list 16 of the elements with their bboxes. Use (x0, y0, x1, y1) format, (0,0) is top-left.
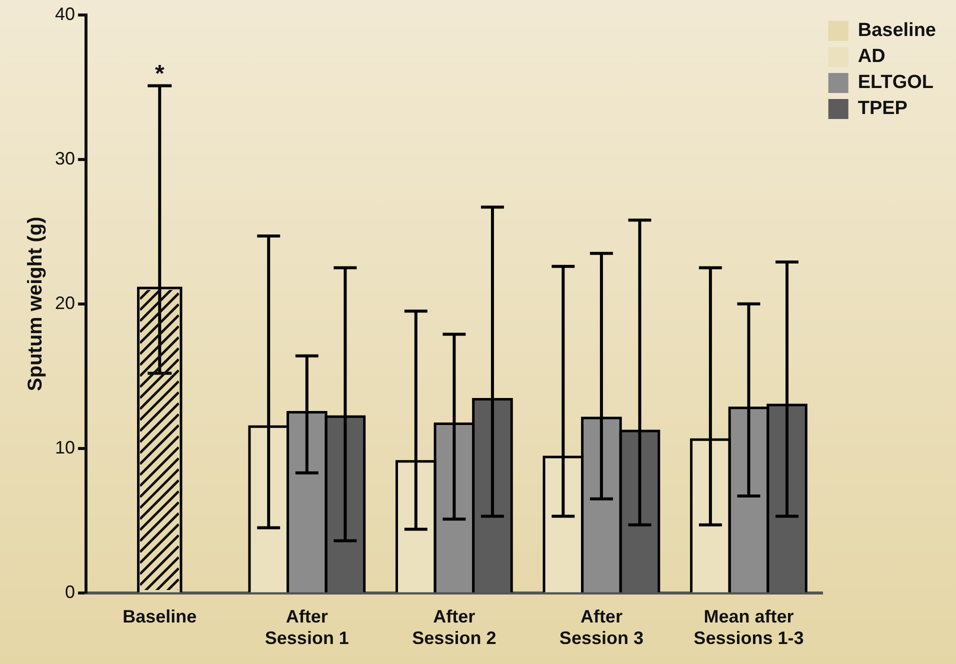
y-tick-label: 40 (54, 4, 76, 24)
y-tick-label: 30 (54, 148, 76, 168)
x-tick-label: After Session 1 (264, 606, 349, 648)
legend-label: ELTGOL (858, 72, 934, 94)
legend-label: AD (858, 46, 886, 68)
y-tick-label: 20 (54, 292, 76, 313)
annotation: * (154, 60, 165, 88)
y-tick-label: 10 (54, 437, 76, 458)
legend-label: Baseline (858, 20, 936, 42)
y-axis-title: Sputum weight (g) (24, 216, 47, 392)
x-tick-label: Baseline (122, 606, 197, 627)
x-tick-label: Mean after Sessions 1-3 (694, 606, 804, 648)
legend-label: TPEP (858, 98, 908, 120)
x-tick-label: After Session 2 (412, 606, 496, 648)
y-tick-label: 0 (65, 582, 76, 602)
x-tick-label: After Session 3 (559, 606, 644, 648)
